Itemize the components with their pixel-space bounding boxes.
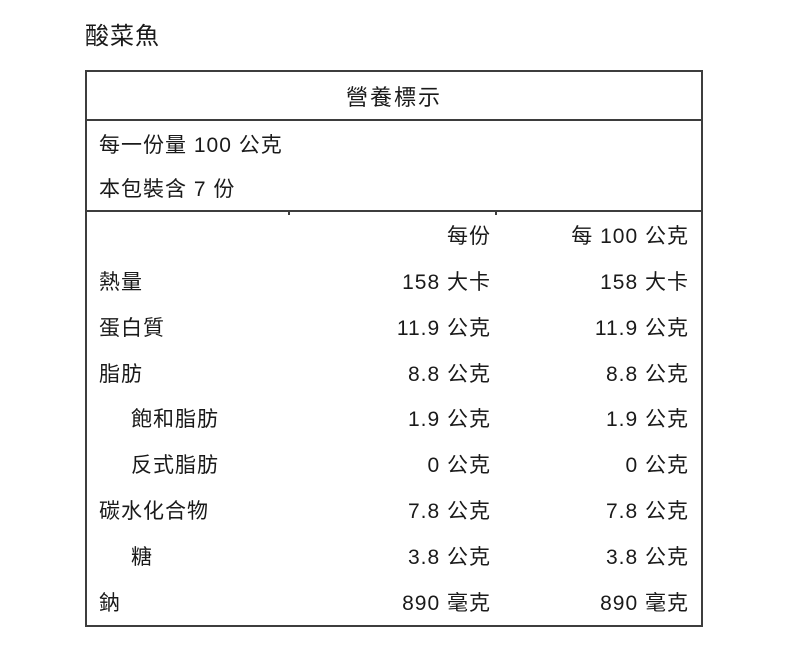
nutrient-value-per-100g: 890 毫克: [600, 592, 689, 616]
nutrient-value-per-100g: 7.8 公克: [605, 500, 689, 524]
nutrient-label-trans-fat: 反式脂肪: [131, 454, 219, 478]
divider-under-title: [87, 119, 701, 121]
nutrition-table: 營養標示 每一份量 100 公克 本包裝含 7 份 每份 每 100 公克 熱量…: [85, 70, 703, 627]
nutrient-value-per-serving: 1.9 公克: [407, 408, 491, 432]
column-boundary-tick: [288, 210, 290, 215]
column-header-per-serving: 每份: [447, 224, 491, 248]
nutrient-value-per-serving: 7.8 公克: [407, 500, 491, 524]
nutrient-value-per-serving: 890 毫克: [402, 592, 491, 616]
page-title: 酸菜魚: [85, 23, 160, 50]
nutrient-value-per-serving: 0 公克: [427, 454, 491, 478]
nutrient-value-per-serving: 11.9 公克: [396, 316, 491, 340]
nutrient-label-fat: 脂肪: [99, 362, 143, 386]
nutrient-label-sugar: 糖: [131, 546, 153, 570]
servings-per-package-row: 本包裝含 7 份: [99, 178, 236, 201]
nutrient-grid: 每份 每 100 公克 熱量 158 大卡 158 大卡 蛋白質 11.9 公克…: [87, 212, 701, 625]
nutrient-value-per-serving: 3.8 公克: [407, 546, 491, 570]
nutrient-value-per-serving: 8.8 公克: [407, 362, 491, 386]
nutrient-label-sodium: 鈉: [99, 592, 121, 616]
serving-size-row: 每一份量 100 公克: [99, 133, 283, 157]
nutrient-label-saturated-fat: 飽和脂肪: [131, 408, 219, 432]
column-boundary-tick: [495, 210, 497, 215]
divider-under-info: [87, 210, 701, 215]
nutrient-value-per-100g: 3.8 公克: [605, 546, 689, 570]
nutrient-value-per-100g: 1.9 公克: [605, 408, 689, 432]
column-header-blank: [87, 212, 292, 258]
nutrient-value-per-100g: 0 公克: [625, 454, 689, 478]
nutrient-label-protein: 蛋白質: [99, 316, 165, 340]
column-header-per-100g: 每 100 公克: [571, 224, 689, 248]
nutrient-label-carbohydrate: 碳水化合物: [99, 500, 209, 524]
nutrient-label-calories: 熱量: [99, 270, 143, 294]
nutrient-value-per-serving: 158 大卡: [402, 270, 491, 294]
table-title: 營養標示: [345, 84, 442, 110]
nutrient-value-per-100g: 11.9 公克: [594, 316, 689, 340]
nutrient-value-per-100g: 158 大卡: [600, 270, 689, 294]
nutrient-value-per-100g: 8.8 公克: [605, 362, 689, 386]
